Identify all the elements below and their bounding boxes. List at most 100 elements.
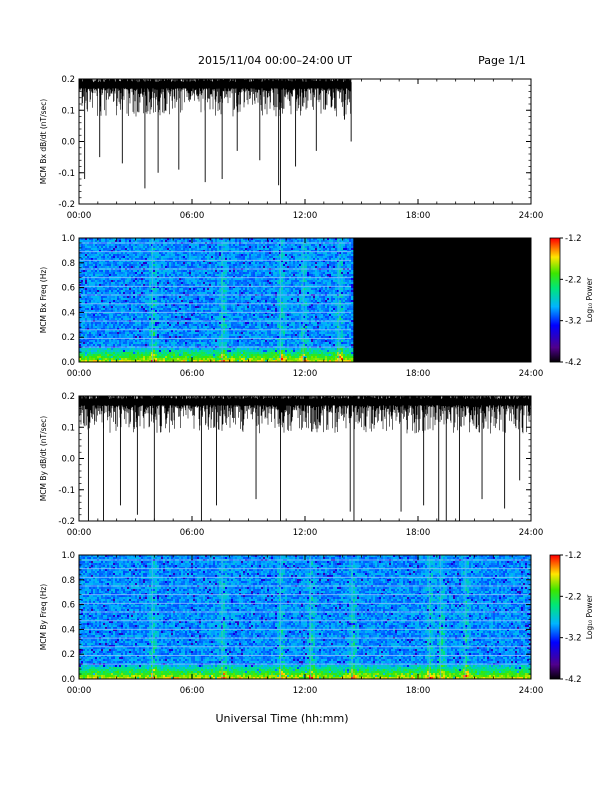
spectrogram-cell [201, 330, 203, 332]
spectrogram-cell [157, 340, 159, 342]
spectrogram-cell [181, 348, 183, 350]
spectrogram-cell [189, 344, 191, 346]
spectrogram-cell [233, 352, 235, 354]
spectrogram-cell [183, 324, 185, 326]
spectrogram-cell [191, 334, 193, 336]
spectrogram-cell [115, 354, 117, 356]
spectrogram-cell [167, 358, 169, 360]
spectrogram-cell [103, 278, 105, 280]
spectrogram-cell [137, 330, 139, 332]
spectrogram-cell [97, 334, 99, 336]
spectrogram-cell [157, 246, 159, 248]
spectrogram-cell [117, 244, 119, 246]
spectrogram-cell [233, 270, 235, 272]
spectrogram-cell [119, 334, 121, 336]
spectrogram-cell [215, 262, 217, 264]
spectrogram-cell [145, 342, 147, 344]
spectrogram-cell [155, 248, 157, 250]
spectrogram-cell [165, 332, 167, 334]
spectrogram-cell [175, 256, 177, 258]
spectrogram-cell [197, 274, 199, 276]
spectrogram-cell [223, 324, 225, 326]
spectrogram-cell [207, 352, 209, 354]
spectrogram-cell [105, 262, 107, 264]
spectrogram-cell [131, 282, 133, 284]
spectrogram-cell [189, 350, 191, 352]
spectrogram-cell [211, 326, 213, 328]
spectrogram-cell [233, 340, 235, 342]
spectrogram-cell [211, 272, 213, 274]
spectrogram-cell [101, 270, 103, 272]
spectrogram-cell [195, 304, 197, 306]
spectrogram-cell [117, 290, 119, 292]
spectrogram-cell [93, 342, 95, 344]
spectrogram-cell [219, 288, 221, 290]
spectrogram-cell [81, 280, 83, 282]
spectrogram-cell [137, 356, 139, 358]
spectrogram-cell [161, 306, 163, 308]
spectrogram-cell [179, 322, 181, 324]
spectrogram-cell [187, 322, 189, 324]
spectrogram-cell [211, 350, 213, 352]
spectrogram-cell [111, 292, 113, 294]
spectrogram-cell [187, 344, 189, 346]
spectrogram-cell [219, 290, 221, 292]
spectrogram-cell [167, 326, 169, 328]
spectrogram-cell [219, 292, 221, 294]
spectrogram-cell [109, 252, 111, 254]
spectrogram-cell [107, 322, 109, 324]
spectrogram-cell [161, 288, 163, 290]
spectrogram-cell [207, 322, 209, 324]
spectrogram-cell [173, 280, 175, 282]
spectrogram-cell [139, 332, 141, 334]
spectrogram-cell [229, 252, 231, 254]
spectrogram-cell [93, 322, 95, 324]
spectrogram-cell [103, 308, 105, 310]
spectrogram-cell [229, 316, 231, 318]
spectrogram-cell [189, 282, 191, 284]
spectrogram-cell [217, 356, 219, 358]
spectrogram-cell [103, 292, 105, 294]
spectrogram-cell [205, 278, 207, 280]
spectrogram-cell [205, 332, 207, 334]
spectrogram-cell [159, 288, 161, 290]
spectrogram-cell [141, 316, 143, 318]
spectrogram-cell [89, 334, 91, 336]
spectrogram-cell [129, 274, 131, 276]
spectrogram-cell [87, 246, 89, 248]
spectrogram-cell [173, 306, 175, 308]
spectrogram-cell [163, 326, 165, 328]
spectrogram-cell [109, 340, 111, 342]
spectrogram-cell [205, 314, 207, 316]
spectrogram-cell [103, 256, 105, 258]
spectrogram-cell [215, 316, 217, 318]
spectrogram-cell [97, 330, 99, 332]
spectrogram-cell [187, 330, 189, 332]
spectrogram-cell [159, 350, 161, 352]
spectrogram-cell [127, 348, 129, 350]
spectrogram-cell [195, 264, 197, 266]
spectrogram-cell [213, 314, 215, 316]
spectrogram-cell [171, 266, 173, 268]
spectrogram-cell [217, 280, 219, 282]
spectrogram-cell [165, 266, 167, 268]
spectrogram-cell [207, 304, 209, 306]
spectrogram-cell [207, 332, 209, 334]
spectrogram-cell [197, 264, 199, 266]
spectrogram-cell [143, 254, 145, 256]
spectrogram-cell [209, 278, 211, 280]
spectrogram-cell [199, 340, 201, 342]
spectrogram-cell [131, 354, 133, 356]
spectrogram-cell [103, 270, 105, 272]
spectrogram-cell [169, 334, 171, 336]
spectrogram-cell [189, 292, 191, 294]
spectrogram-cell [159, 264, 161, 266]
spectrogram-cell [105, 298, 107, 300]
spectrogram-cell [155, 334, 157, 336]
spectrogram-cell [81, 334, 83, 336]
spectrogram-cell [147, 306, 149, 308]
spectrogram-cell [229, 296, 231, 298]
spectrogram-cell [217, 348, 219, 350]
spectrogram-cell [171, 318, 173, 320]
spectrogram-cell [111, 340, 113, 342]
